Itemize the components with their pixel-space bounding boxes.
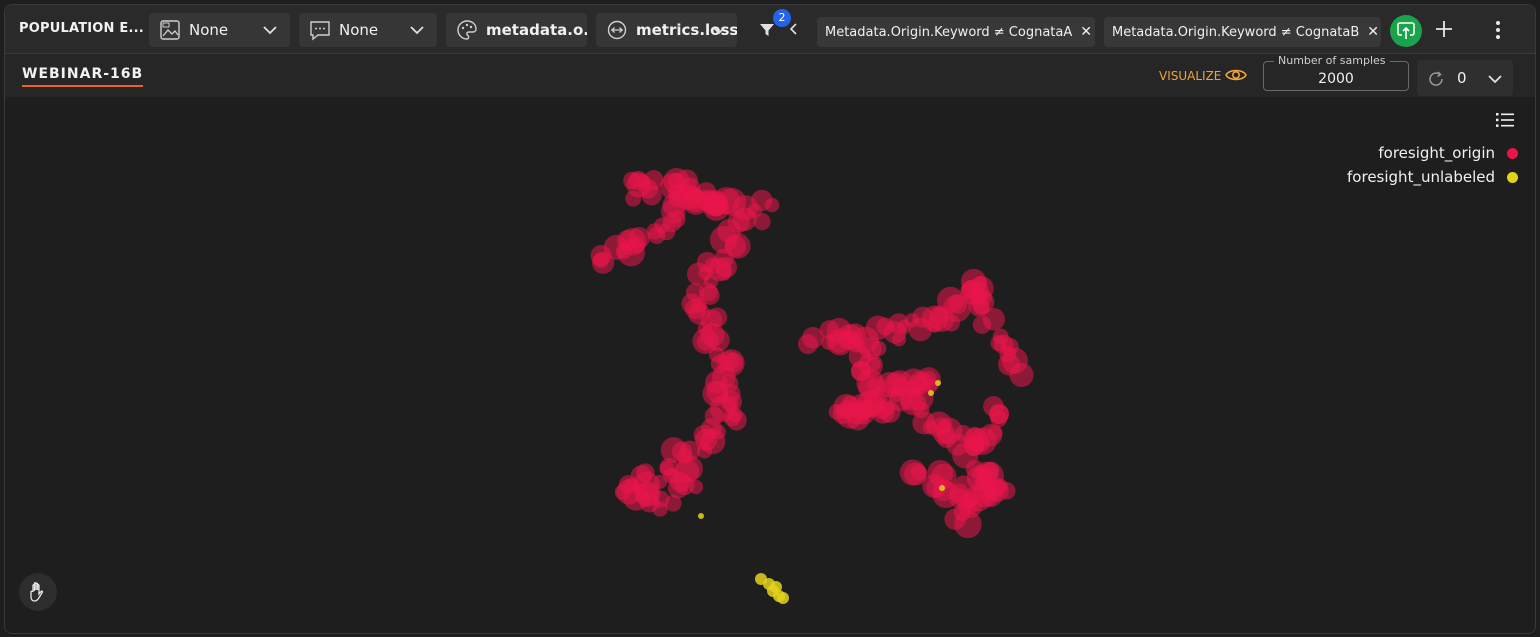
origin-point[interactable]	[686, 262, 711, 286]
origin-point[interactable]	[692, 298, 708, 314]
chevron-down-icon	[712, 26, 726, 35]
filter-chip[interactable]: Metadata.Origin.Keyword ≠ CognataA ✕	[817, 17, 1095, 47]
origin-point[interactable]	[751, 189, 773, 212]
refresh-icon	[1429, 71, 1443, 86]
refresh-dropdown[interactable]: 0	[1417, 60, 1513, 96]
legend-item-foresight-unlabeled[interactable]: foresight_unlabeled	[1347, 168, 1518, 186]
origin-point[interactable]	[992, 328, 1009, 345]
close-icon[interactable]: ✕	[1367, 24, 1380, 40]
unlabeled-point[interactable]	[770, 581, 782, 593]
image-dropdown[interactable]: None	[149, 13, 290, 47]
filter-chip-label: Metadata.Origin.Keyword ≠ CognataB	[1112, 24, 1360, 40]
origin-point[interactable]	[966, 464, 994, 492]
number-of-samples-value: 2000	[1318, 71, 1354, 87]
image-dropdown-label: None	[189, 21, 229, 39]
origin-point[interactable]	[838, 399, 857, 418]
origin-point[interactable]	[944, 508, 966, 530]
palette-icon	[456, 19, 478, 41]
origin-point[interactable]	[912, 306, 934, 328]
origin-point[interactable]	[709, 225, 738, 254]
origin-point[interactable]	[707, 307, 728, 328]
pan-tool-button[interactable]	[19, 573, 57, 611]
chevron-down-icon	[1488, 75, 1502, 84]
close-icon[interactable]: ✕	[1080, 24, 1092, 40]
origin-point[interactable]	[964, 436, 984, 456]
collapse-filters-icon[interactable]	[787, 21, 801, 37]
hand-icon	[30, 582, 44, 602]
origin-point[interactable]	[706, 328, 730, 352]
unlabeled-point[interactable]	[698, 513, 704, 519]
number-of-samples-input[interactable]: Number of samples 2000	[1263, 54, 1409, 91]
more-options-icon[interactable]	[1488, 19, 1508, 41]
filter-chip-label: Metadata.Origin.Keyword ≠ CognataA	[825, 24, 1073, 40]
origin-point[interactable]	[932, 417, 951, 435]
origin-point[interactable]	[648, 226, 666, 245]
panel-title: POPULATION E...	[19, 21, 144, 36]
legend-swatch	[1507, 171, 1518, 183]
legend-label: foresight_unlabeled	[1347, 168, 1495, 186]
top-toolbar: POPULATION E... None None metadata.o...	[5, 5, 1535, 54]
origin-point[interactable]	[723, 408, 741, 427]
origin-point[interactable]	[698, 282, 718, 302]
legend-swatch	[1507, 147, 1518, 159]
scatter-canvas[interactable]	[5, 97, 1535, 633]
origin-point[interactable]	[906, 384, 934, 412]
tab-webinar[interactable]: WEBINAR-16B	[22, 66, 144, 87]
caption-dropdown[interactable]: None	[299, 13, 437, 47]
filter-chip[interactable]: Metadata.Origin.Keyword ≠ CognataB ✕	[1104, 17, 1381, 47]
origin-point[interactable]	[858, 376, 881, 399]
origin-point[interactable]	[851, 361, 871, 381]
color-by-dropdown[interactable]: metadata.o...	[446, 13, 587, 47]
origin-point[interactable]	[956, 493, 976, 513]
color-by-dropdown-label: metadata.o...	[486, 21, 587, 39]
origin-point[interactable]	[943, 294, 971, 323]
size-by-dropdown-label: metrics.loss	[636, 21, 737, 39]
unlabeled-point[interactable]	[939, 485, 945, 491]
size-icon	[606, 19, 628, 41]
legend-label: foresight_origin	[1378, 144, 1495, 162]
comment-icon	[309, 19, 331, 41]
caption-dropdown-label: None	[339, 21, 379, 39]
origin-point[interactable]	[701, 190, 729, 217]
embedding-scatter-plot[interactable]	[5, 97, 1535, 633]
origin-point[interactable]	[896, 319, 912, 335]
origin-point[interactable]	[688, 479, 704, 495]
origin-point[interactable]	[664, 494, 682, 512]
origin-point[interactable]	[871, 340, 887, 357]
origin-point[interactable]	[628, 226, 651, 249]
refresh-count: 0	[1457, 69, 1467, 87]
origin-point[interactable]	[670, 471, 691, 493]
origin-point[interactable]	[753, 213, 771, 231]
upload-icon	[1397, 22, 1415, 39]
origin-point[interactable]	[1009, 362, 1034, 387]
chevron-down-icon	[410, 26, 424, 35]
add-icon[interactable]	[1432, 17, 1456, 41]
upload-button[interactable]	[1390, 15, 1422, 47]
origin-point[interactable]	[797, 334, 818, 355]
origin-point[interactable]	[904, 462, 928, 486]
image-icon	[159, 19, 181, 41]
origin-point[interactable]	[641, 185, 662, 206]
population-exploration-panel: POPULATION E... None None metadata.o...	[4, 4, 1536, 634]
visualize-label[interactable]: VISUALIZE	[1159, 69, 1222, 83]
origin-point[interactable]	[973, 299, 990, 316]
unlabeled-point[interactable]	[928, 390, 934, 396]
origin-point[interactable]	[989, 404, 1009, 424]
chevron-down-icon	[263, 26, 277, 35]
filter-icon[interactable]	[759, 22, 775, 38]
size-by-dropdown[interactable]: metrics.loss	[596, 13, 737, 47]
session-bar: WEBINAR-16B VISUALIZE Number of samples …	[5, 54, 1535, 97]
origin-point[interactable]	[660, 437, 687, 463]
legend-item-foresight-origin[interactable]: foresight_origin	[1378, 144, 1518, 162]
number-of-samples-legend: Number of samples	[1274, 54, 1390, 67]
eye-icon[interactable]	[1225, 66, 1247, 84]
origin-point[interactable]	[861, 399, 879, 417]
filter-count-badge: 2	[773, 9, 791, 27]
unlabeled-point[interactable]	[935, 380, 941, 386]
unlabeled-point[interactable]	[777, 592, 789, 604]
origin-point[interactable]	[696, 443, 713, 459]
list-icon[interactable]	[1496, 112, 1514, 128]
origin-point[interactable]	[982, 308, 1005, 331]
